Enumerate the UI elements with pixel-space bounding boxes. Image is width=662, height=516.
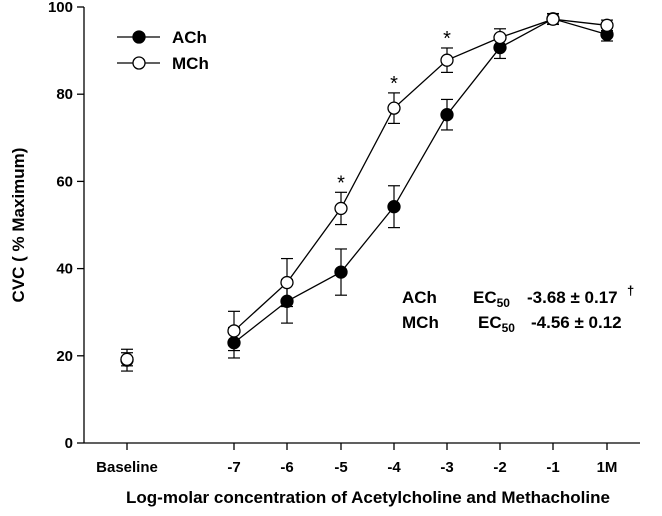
y-tick-label: 20: [56, 348, 73, 365]
ec50-ach-value: -3.68 ± 0.17: [527, 288, 618, 307]
series: [120, 12, 614, 372]
data-point-ach: [387, 200, 401, 214]
data-point-mch: [440, 53, 454, 67]
x-ticks: Baseline -7 -6 -5 -4 -3 -2 -1 1M: [96, 443, 617, 476]
series-mch: [120, 12, 614, 367]
series-line-mch: [233, 18, 608, 332]
ec50-ach-dagger: †: [627, 283, 634, 298]
x-tick-label: -2: [493, 459, 506, 476]
y-tick-label: 100: [48, 0, 73, 16]
ec50-ach-label: EC50: [473, 288, 510, 310]
ec50-ach-drug: ACh: [402, 288, 437, 307]
legend-marker-ach: [132, 30, 146, 44]
x-tick-label: -4: [387, 459, 401, 476]
ec50-mch-label: EC50: [478, 313, 515, 335]
legend-label-ach: ACh: [172, 28, 207, 47]
y-tick-label: 60: [56, 173, 73, 190]
data-point-ach: [334, 265, 348, 279]
x-tick-label: -3: [440, 459, 453, 476]
x-tick-label: 1M: [597, 459, 618, 476]
axes: [83, 7, 640, 444]
legend: ACh MCh: [117, 28, 209, 73]
x-axis-title: Log-molar concentration of Acetylcholine…: [126, 488, 610, 507]
significance-marks: * * *: [337, 28, 451, 194]
data-point-mch: [600, 18, 614, 32]
x-tick-label: -1: [546, 459, 559, 476]
data-point-mch: [546, 12, 560, 26]
data-point-mch: [334, 201, 348, 216]
legend-marker-mch: [132, 56, 146, 70]
ec50-mch-value: -4.56 ± 0.12: [531, 313, 622, 332]
data-point-ach: [440, 108, 454, 122]
data-point-mch: [227, 324, 241, 338]
ec50-mch-drug: MCh: [402, 313, 439, 332]
x-tick-label: -5: [334, 459, 347, 476]
y-tick-label: 40: [56, 261, 73, 278]
data-point-mch: [120, 352, 134, 366]
y-axis-title: CVC ( % Maximum): [9, 148, 28, 303]
x-tick-label: -7: [227, 459, 240, 476]
data-point-mch: [387, 101, 401, 115]
data-point-mch: [280, 275, 294, 290]
y-tick-label: 80: [56, 86, 73, 103]
significance-star: *: [443, 28, 451, 50]
x-tick-label: -6: [280, 459, 293, 476]
significance-star: *: [390, 73, 398, 95]
data-point-mch: [493, 30, 507, 45]
y-ticks: 0 20 40 60 80 100: [48, 0, 84, 452]
series-line-ach: [233, 18, 608, 344]
y-tick-label: 0: [65, 435, 73, 452]
legend-label-mch: MCh: [172, 54, 209, 73]
x-tick-label: Baseline: [96, 459, 158, 476]
ec50-annotation: ACh EC50 -3.68 ± 0.17 † MCh EC50 -4.56 ±…: [402, 283, 634, 335]
significance-star: *: [337, 172, 345, 194]
